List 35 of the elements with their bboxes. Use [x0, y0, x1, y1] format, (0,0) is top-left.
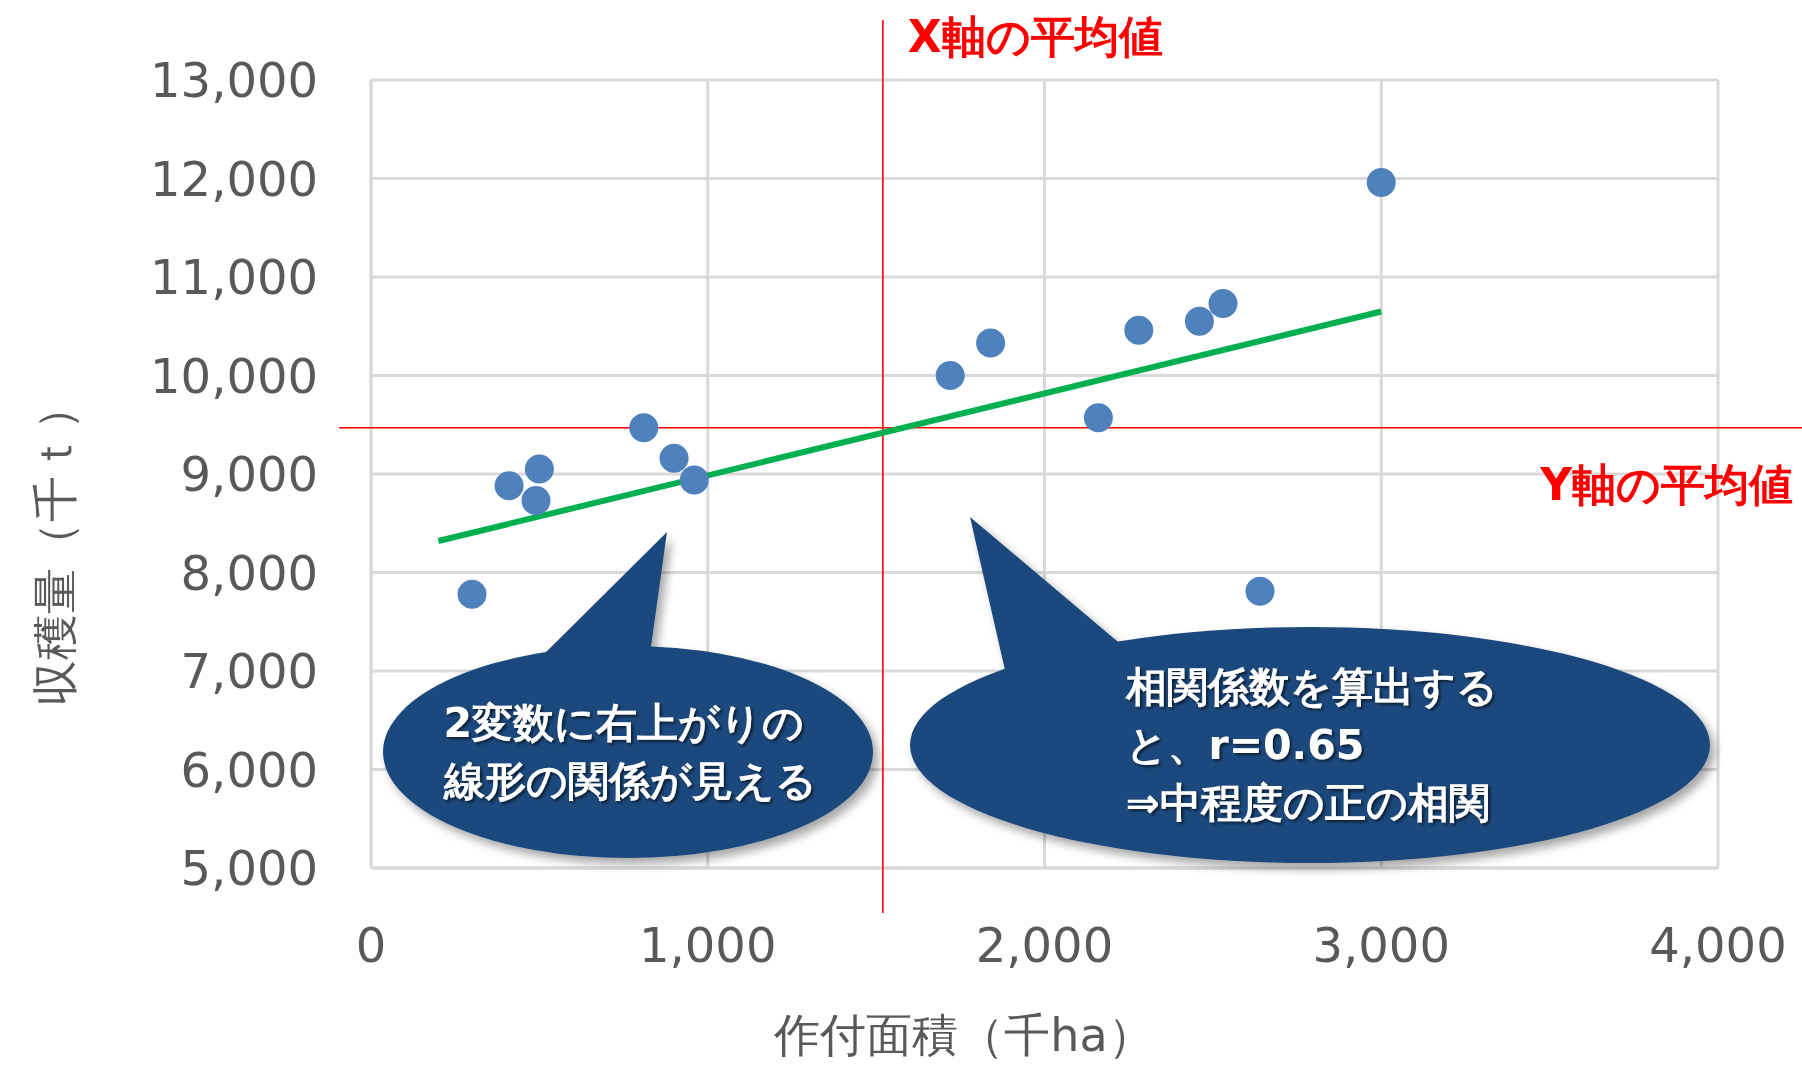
x-tick-label: 1,000 — [639, 917, 777, 973]
x-tick-label: 4,000 — [1649, 917, 1787, 973]
y-tick-label: 13,000 — [150, 52, 318, 108]
x-tick-label: 2,000 — [975, 917, 1114, 973]
point — [629, 413, 659, 443]
y-tick-label: 8,000 — [180, 544, 318, 601]
point — [521, 486, 551, 516]
annotation: 2変数に右上がりの線形の関係が見える — [442, 699, 817, 805]
y-tick-label: 5,000 — [180, 840, 318, 896]
point — [524, 454, 554, 484]
point — [1124, 315, 1154, 345]
y-tick-label: 11,000 — [150, 249, 318, 305]
point — [1245, 576, 1275, 606]
ref-line-label: Y軸の平均値 — [1539, 458, 1793, 510]
x-tick-label: 0 — [355, 917, 387, 973]
point — [679, 465, 709, 495]
point — [935, 361, 965, 390]
point — [494, 471, 524, 501]
annotation: 相関係数を算出すると、r=0.65 ⇒中程度の正の相関 — [1124, 663, 1498, 827]
x-tick-label: 3,000 — [1312, 917, 1450, 973]
point — [1366, 167, 1396, 197]
x-axis-title: 作付面積（千ha） — [773, 1008, 1154, 1062]
ref-line-label: X軸の平均値 — [907, 11, 1163, 62]
y-tick-label: 9,000 — [180, 446, 318, 502]
point — [1083, 403, 1113, 433]
point — [976, 328, 1006, 358]
point — [457, 579, 487, 609]
point — [1184, 306, 1214, 336]
y-axis-title: 収穫量（千ｔ） — [28, 384, 82, 706]
y-tick-label: 7,000 — [180, 643, 318, 699]
y-tick-label: 6,000 — [180, 741, 318, 798]
y-tick-label: 10,000 — [150, 347, 318, 404]
point — [1208, 289, 1238, 319]
point — [659, 443, 689, 473]
y-tick-label: 12,000 — [150, 150, 318, 207]
